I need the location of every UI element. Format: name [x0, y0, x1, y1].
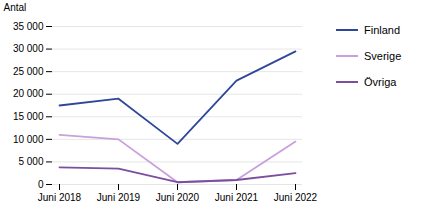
svg-text:Juni 2022: Juni 2022: [274, 192, 318, 203]
svg-text:20 000: 20 000: [13, 88, 44, 99]
html-text:Övriga: Övriga: [364, 76, 397, 88]
svg-text:Juni 2021: Juni 2021: [215, 192, 259, 203]
svg-text:15 000: 15 000: [13, 111, 44, 122]
svg-text:Juni 2018: Juni 2018: [38, 192, 82, 203]
svg-text:30 000: 30 000: [13, 43, 44, 54]
svg-text:5 000: 5 000: [18, 156, 43, 167]
html-text:Sverige: Sverige: [364, 50, 402, 62]
svg-text:35 000: 35 000: [13, 21, 44, 32]
svg-text:Juni 2020: Juni 2020: [156, 192, 200, 203]
svg-text:Antal: Antal: [4, 2, 27, 13]
svg-text:10 000: 10 000: [13, 134, 44, 145]
svg-text:0: 0: [38, 179, 44, 190]
svg-text:Juni 2019: Juni 2019: [97, 192, 141, 203]
html-text:Finland: Finland: [364, 24, 401, 36]
svg-text:25 000: 25 000: [13, 66, 44, 77]
